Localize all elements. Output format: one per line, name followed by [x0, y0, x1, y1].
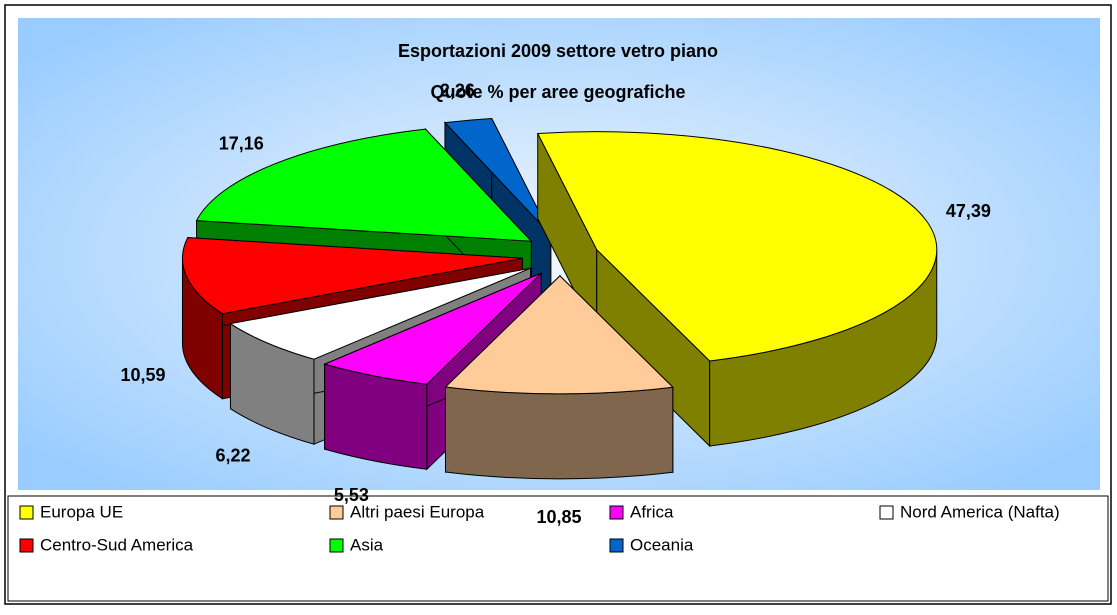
slice: [195, 128, 533, 242]
legend-label: Altri paesi Europa: [350, 502, 485, 521]
legend-label: Oceania: [630, 535, 694, 554]
slice: [323, 272, 542, 385]
data-label: 10,59: [120, 365, 165, 385]
legend-swatch: [329, 505, 344, 520]
legend-box: [7, 495, 1109, 602]
legend-swatch: [609, 505, 624, 520]
slice: [229, 267, 531, 360]
legend-swatch: [329, 538, 344, 553]
data-label: 47,39: [946, 201, 991, 221]
data-label: 10,85: [536, 507, 581, 527]
slice: [443, 118, 552, 236]
slice: [444, 275, 674, 395]
data-label: 5,53: [334, 485, 369, 505]
data-label: 6,22: [215, 445, 250, 465]
chart-subtitle: Quote % per aree geografiche: [430, 82, 685, 102]
slice: [181, 237, 523, 315]
legend-swatch: [609, 538, 624, 553]
legend-label: Nord America (Nafta): [900, 502, 1060, 521]
legend-label: Centro-Sud America: [40, 535, 194, 554]
legend-label: Africa: [630, 502, 674, 521]
data-label: 17,16: [219, 133, 264, 153]
slice: [536, 131, 938, 362]
slice-rim: [445, 386, 674, 480]
legend-label: Europa UE: [40, 502, 123, 521]
legend-swatch: [879, 505, 894, 520]
legend-swatch: [19, 538, 34, 553]
data-label: 2,26: [440, 80, 475, 100]
chart-title: Esportazioni 2009 settore vetro piano: [398, 41, 718, 61]
legend-swatch: [19, 505, 34, 520]
legend-label: Asia: [350, 535, 384, 554]
